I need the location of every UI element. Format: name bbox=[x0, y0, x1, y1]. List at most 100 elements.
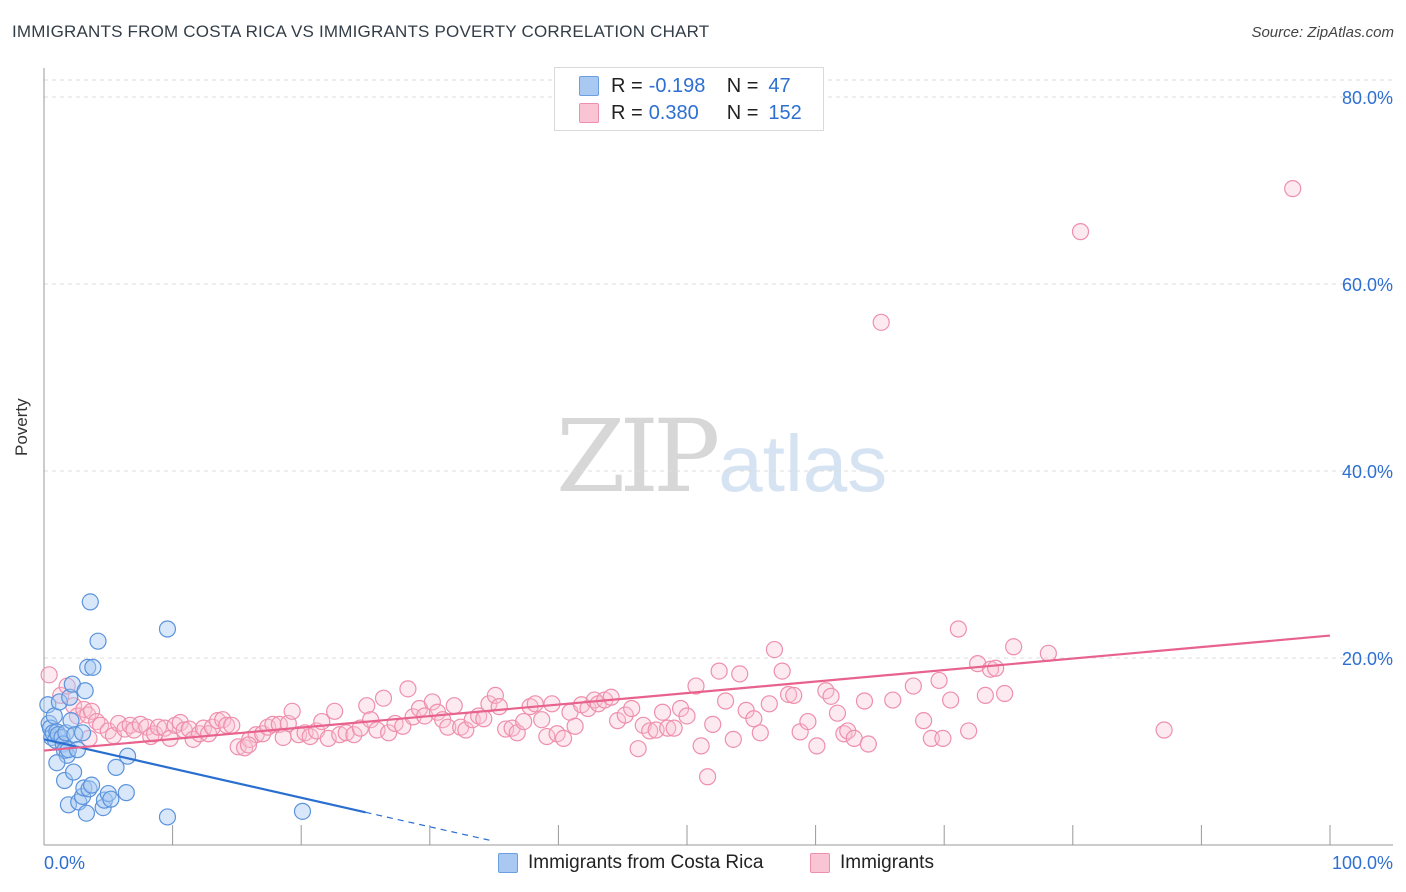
immigrants-point bbox=[987, 659, 1005, 677]
immigrants-point bbox=[724, 730, 742, 748]
legend-n-label: N = bbox=[726, 74, 759, 97]
y-tick-label-80: 80.0% bbox=[1342, 88, 1393, 108]
immigrants-point bbox=[760, 695, 778, 713]
immigrants-point bbox=[1071, 223, 1090, 241]
legend-n-value: 152 bbox=[768, 101, 802, 124]
immigrants-point bbox=[785, 686, 803, 705]
immigrants-point bbox=[653, 703, 672, 721]
chart-title: IMMIGRANTS FROM COSTA RICA VS IMMIGRANTS… bbox=[12, 22, 710, 41]
legend-n-value: 47 bbox=[768, 74, 791, 97]
immigrants-point bbox=[629, 740, 647, 758]
immigrants-point bbox=[538, 727, 556, 746]
costa-rica-point bbox=[62, 712, 80, 730]
costa-rica-point bbox=[64, 763, 83, 781]
legend-label-costa-rica: Immigrants from Costa Rica bbox=[528, 852, 764, 873]
costa-rica-point bbox=[89, 632, 107, 650]
watermark-atlas: atlas bbox=[718, 419, 888, 508]
trend-lines bbox=[43, 634, 1331, 842]
costa-rica-point bbox=[158, 808, 177, 826]
immigrants-point bbox=[692, 737, 710, 755]
immigrants-point bbox=[942, 691, 960, 709]
immigrants-point bbox=[960, 722, 978, 740]
y-tick-label-20: 20.0% bbox=[1342, 649, 1393, 669]
immigrants-point bbox=[439, 718, 457, 736]
immigrants-point bbox=[457, 721, 475, 739]
immigrants-point bbox=[223, 716, 241, 734]
immigrants-point bbox=[884, 691, 902, 709]
legend-row-immigrants: R = 0.380 N = 152 bbox=[579, 100, 802, 126]
axes bbox=[43, 68, 1393, 846]
immigrants-point bbox=[326, 702, 344, 720]
immigrants-point bbox=[808, 737, 826, 755]
immigrants-point bbox=[423, 693, 441, 711]
x-tick-label-max: 100.0% bbox=[1332, 853, 1393, 873]
legend-swatch-immigrants bbox=[810, 853, 830, 873]
watermark-zip: ZIP bbox=[556, 398, 720, 515]
immigrants-point bbox=[623, 699, 641, 718]
immigrants-point bbox=[765, 640, 784, 659]
immigrants-point bbox=[934, 729, 952, 748]
costa-rica-point bbox=[82, 776, 101, 794]
immigrants-point bbox=[445, 697, 463, 715]
costa-rica-point bbox=[48, 754, 66, 772]
costa-rica-point bbox=[158, 620, 177, 638]
immigrants-point bbox=[566, 717, 584, 735]
costa-rica-point bbox=[50, 693, 69, 711]
immigrants-point bbox=[149, 718, 168, 736]
immigrants-point bbox=[859, 735, 877, 753]
immigrants-point bbox=[704, 715, 722, 733]
costa-rica-point bbox=[59, 796, 78, 814]
legend-item-costa-rica[interactable]: Immigrants from Costa Rica bbox=[498, 852, 763, 874]
immigrants-point bbox=[554, 729, 573, 748]
immigrants-point bbox=[716, 692, 735, 710]
costa-rica-trend-line bbox=[43, 738, 366, 814]
legend-row-costa-rica: R = -0.198 N = 47 bbox=[579, 73, 791, 99]
immigrants-point bbox=[751, 724, 769, 742]
immigrants-point bbox=[976, 686, 994, 705]
legend-r-label: R = bbox=[611, 101, 643, 124]
immigrants-point bbox=[665, 719, 683, 737]
immigrants-point bbox=[1039, 644, 1057, 662]
costa-rica-point bbox=[61, 688, 79, 706]
immigrants-point bbox=[1005, 638, 1023, 656]
immigrants-point bbox=[678, 707, 696, 725]
immigrants-point bbox=[1155, 721, 1173, 739]
costa-rica-point bbox=[84, 658, 102, 676]
immigrants-point bbox=[659, 719, 677, 737]
immigrants-point bbox=[486, 686, 504, 705]
costa-rica-point bbox=[76, 682, 94, 700]
costa-rica-point bbox=[102, 790, 120, 808]
legend-label-immigrants: Immigrants bbox=[840, 852, 934, 873]
correlation-legend: R = -0.198 N = 47 R = 0.380 N = 152 bbox=[554, 67, 824, 131]
immigrants-point bbox=[490, 698, 508, 716]
immigrants-point bbox=[799, 712, 817, 731]
immigrants-point bbox=[239, 736, 258, 754]
immigrants-point bbox=[710, 662, 728, 680]
costa-rica-point bbox=[117, 784, 135, 802]
immigrants-point bbox=[166, 716, 184, 734]
x-tick-label-min: 0.0% bbox=[44, 853, 85, 873]
costa-rica-points bbox=[39, 593, 312, 826]
series-legend: Immigrants from Costa Rica Immigrants bbox=[0, 852, 1406, 878]
immigrants-point bbox=[855, 692, 874, 710]
immigrants-point bbox=[779, 685, 798, 704]
legend-r-value: 0.380 bbox=[648, 101, 699, 124]
immigrants-point bbox=[533, 711, 551, 729]
source-credit: Source: ZipAtlas.com bbox=[1251, 24, 1394, 41]
immigrants-point bbox=[915, 712, 933, 730]
immigrants-point bbox=[822, 687, 840, 705]
immigrants-point bbox=[828, 704, 847, 722]
legend-swatch-immigrants bbox=[579, 103, 599, 123]
immigrants-point bbox=[872, 313, 890, 331]
costa-rica-point bbox=[79, 658, 97, 676]
costa-rica-point bbox=[107, 758, 125, 776]
costa-rica-point bbox=[81, 593, 99, 611]
immigrants-point bbox=[526, 695, 544, 713]
legend-swatch-costa-rica bbox=[498, 853, 518, 873]
y-tick-label-60: 60.0% bbox=[1342, 275, 1393, 295]
immigrants-point bbox=[358, 697, 376, 715]
immigrants-point bbox=[641, 722, 659, 740]
immigrants-point bbox=[156, 719, 174, 737]
legend-item-immigrants[interactable]: Immigrants bbox=[810, 852, 934, 874]
